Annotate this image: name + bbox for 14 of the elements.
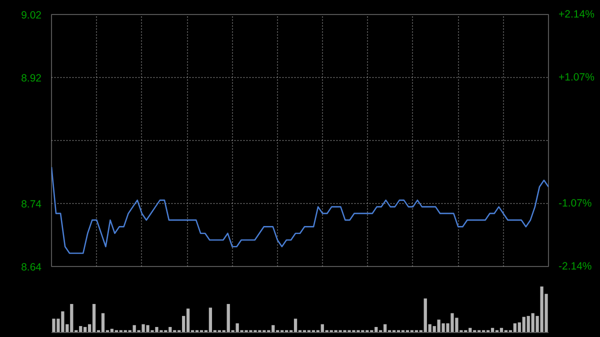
y2-tick-label: +1.07% bbox=[558, 72, 594, 84]
y2-tick-label: -2.14% bbox=[558, 260, 592, 272]
line-series bbox=[52, 166, 548, 254]
bar bbox=[92, 304, 96, 332]
bar bbox=[208, 308, 212, 332]
bar bbox=[186, 308, 190, 332]
y-tick-label: 8.64 bbox=[21, 262, 42, 274]
y2-tick-label: -1.07% bbox=[558, 198, 592, 210]
y-tick-label: 8.92 bbox=[21, 72, 42, 84]
y-tick-label: 9.02 bbox=[21, 10, 42, 22]
bar bbox=[294, 318, 298, 332]
bar bbox=[101, 313, 105, 332]
y-tick-label: 8.74 bbox=[21, 198, 42, 210]
y2-tick-label: +2.14% bbox=[558, 8, 594, 20]
